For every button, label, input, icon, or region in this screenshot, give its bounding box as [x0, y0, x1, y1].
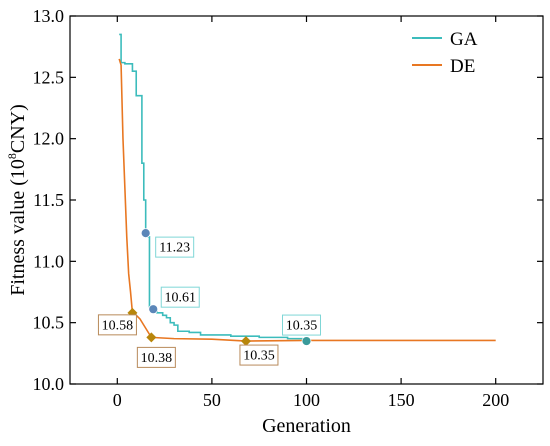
ga-point-marker: [301, 336, 312, 346]
annotation-box: [282, 314, 321, 336]
annotation-box: [239, 344, 279, 366]
x-axis-title: Generation: [262, 415, 351, 437]
annotation-value: 10.58: [102, 318, 134, 333]
y-tick-label: 13.0: [33, 6, 65, 26]
annotation-value: 10.38: [141, 351, 173, 366]
ga-point-marker: [140, 228, 151, 239]
x-tick-label: 50: [203, 390, 221, 410]
y-axis-title-prefix: Fitness value (10: [7, 159, 29, 296]
y-tick-label: 12.0: [33, 129, 65, 149]
y-tick-label: 10.0: [33, 374, 65, 394]
annotation-value: 10.35: [286, 319, 318, 334]
x-tick-label: 0: [113, 390, 122, 410]
legend-label-de: DE: [450, 56, 475, 77]
x-tick-label: 150: [388, 390, 415, 410]
y-tick-label: 12.5: [33, 67, 65, 87]
legend-label-ga: GA: [450, 29, 478, 50]
y-tick-label: 11.0: [33, 251, 64, 271]
annotation-box: [160, 286, 200, 308]
y-axis-title: Fitness value (108CNY): [5, 104, 29, 296]
de-point-marker: [240, 336, 251, 347]
annotation-box: [97, 314, 137, 336]
annotation-value: 11.23: [159, 241, 190, 256]
annotation-value: 10.61: [164, 291, 196, 306]
y-tick-label: 11.5: [33, 190, 64, 210]
series-line-de: [118, 58, 496, 342]
legend: GA DE: [412, 29, 478, 77]
y-axis-title-suffix: CNY): [7, 104, 29, 153]
annotation-box: [136, 346, 176, 368]
annotation-box: [155, 236, 195, 258]
x-tick-label: 100: [293, 390, 320, 410]
ga-point-marker: [148, 304, 159, 315]
x-tick-label: 200: [482, 390, 509, 410]
y-tick-label: 10.5: [33, 313, 65, 333]
annotation-value: 10.35: [243, 349, 275, 364]
series-line-ga: [119, 33, 308, 342]
de-point-marker: [146, 332, 157, 343]
y-axis-title-exponent: 8: [5, 153, 19, 159]
